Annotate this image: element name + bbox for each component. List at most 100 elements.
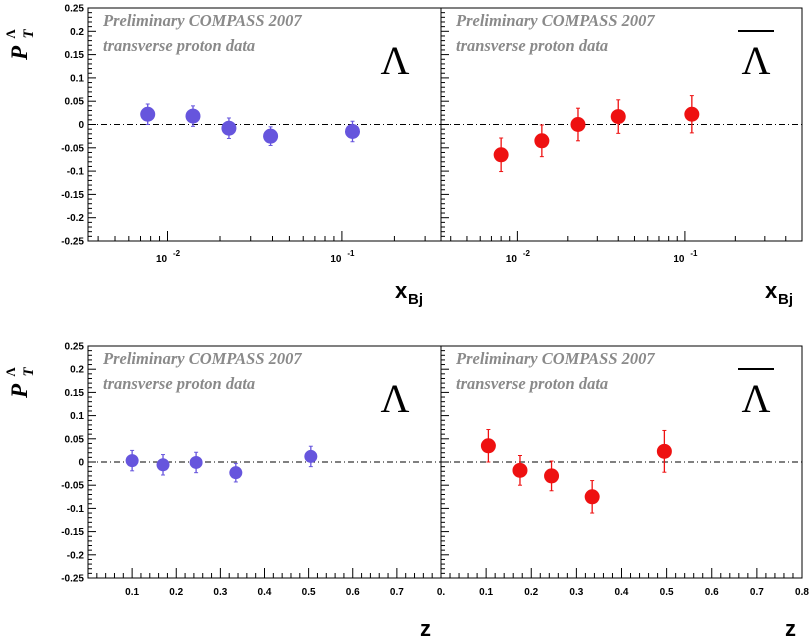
y-axis-label: PΛ T bbox=[3, 367, 37, 399]
x-tick-label-exponent: -1 bbox=[347, 249, 355, 258]
x-tick-label: 0.3 bbox=[213, 587, 227, 598]
y-axis-label-superscript: Λ bbox=[3, 29, 18, 39]
y-tick-label: -0.15 bbox=[61, 527, 84, 538]
y-tick-label: -0.15 bbox=[61, 190, 84, 201]
y-tick-label: 0.15 bbox=[65, 50, 85, 61]
y-axis-label-main: P bbox=[7, 383, 32, 399]
marker bbox=[185, 108, 201, 124]
marker bbox=[304, 449, 318, 463]
x-tick-label: 10 bbox=[330, 254, 342, 265]
x-tick-label-exponent: -2 bbox=[173, 249, 181, 258]
y-tick-label: -0.2 bbox=[67, 550, 85, 561]
data-point bbox=[656, 429, 672, 473]
data-point bbox=[125, 449, 139, 472]
marker bbox=[344, 123, 360, 139]
x-axis-label: x bbox=[765, 278, 778, 303]
y-axis-label-subscript: T bbox=[21, 367, 37, 377]
y-tick-label: 0.25 bbox=[65, 342, 85, 353]
x-tick-label-exponent: -1 bbox=[690, 249, 698, 258]
x-tick-label: 0.4 bbox=[258, 587, 272, 598]
y-tick-label: 0.05 bbox=[65, 434, 85, 445]
y-tick-label: -0.2 bbox=[67, 213, 85, 224]
x-tick-label: 0.2 bbox=[169, 587, 183, 598]
y-axis-label-superscript: Λ bbox=[3, 367, 18, 377]
x-tick-label: 10 bbox=[156, 254, 168, 265]
annotation-line-2: transverse proton data bbox=[456, 36, 608, 55]
marker bbox=[125, 454, 139, 468]
data-point bbox=[263, 126, 279, 146]
x-tick-label: 0.1 bbox=[125, 587, 139, 598]
data-point bbox=[140, 103, 156, 125]
data-point bbox=[221, 117, 237, 139]
panel-bottom-right: 0.1 0.2 0.3 0.4 0.5 0.6 0.7 0.8 Preliminary COMP… bbox=[440, 345, 809, 641]
x-tick-label: 0.7 bbox=[750, 587, 764, 598]
annotation-line-1: Preliminary COMPASS 2007 bbox=[102, 349, 302, 368]
y-tick-label: 0.1 bbox=[70, 73, 84, 84]
marker bbox=[140, 106, 156, 122]
x-tick-label-exponent: -2 bbox=[523, 249, 531, 258]
data-point bbox=[344, 120, 360, 143]
x-tick-label: 0.8 bbox=[795, 587, 809, 598]
marker bbox=[189, 455, 203, 469]
y-tick-label: 0.15 bbox=[65, 388, 85, 399]
annotation-line-1: Preliminary COMPASS 2007 bbox=[455, 11, 655, 30]
data-point bbox=[512, 455, 528, 486]
marker bbox=[229, 466, 243, 480]
marker bbox=[480, 438, 496, 454]
data-point bbox=[684, 95, 700, 134]
x-tick-label: 0.5 bbox=[302, 587, 316, 598]
data-point bbox=[544, 460, 560, 492]
y-tick-label: -0.05 bbox=[61, 143, 84, 154]
x-axis-label-subscript: Bj bbox=[778, 291, 793, 308]
x-tick-label: 0.3 bbox=[569, 587, 583, 598]
marker bbox=[570, 117, 586, 132]
data-point bbox=[304, 445, 318, 468]
data-point bbox=[189, 451, 203, 474]
y-axis-label: PΛ T bbox=[3, 29, 37, 61]
x-tick-label: 0.4 bbox=[615, 587, 629, 598]
x-axis-label: x bbox=[395, 278, 408, 303]
marker bbox=[156, 458, 170, 472]
annotation-line-2: transverse proton data bbox=[456, 374, 608, 393]
marker bbox=[512, 462, 528, 478]
y-tick-label: 0 bbox=[78, 458, 84, 469]
y-tick-label: -0.1 bbox=[67, 504, 85, 515]
y-tick-label: 0.05 bbox=[65, 97, 85, 108]
x-tick-label: 0.1 bbox=[479, 587, 493, 598]
marker bbox=[584, 489, 600, 505]
data-point bbox=[584, 480, 600, 514]
annotation-line-1: Preliminary COMPASS 2007 bbox=[102, 11, 302, 30]
x-axis-label-subscript: Bj bbox=[408, 291, 423, 308]
y-axis-label-subscript: T bbox=[21, 29, 37, 39]
x-tick-label: 0.7 bbox=[390, 587, 404, 598]
marker bbox=[493, 147, 509, 163]
y-tick-label: -0.25 bbox=[61, 574, 84, 585]
x-axis-label: z bbox=[420, 616, 431, 641]
y-tick-label: -0.1 bbox=[67, 167, 85, 178]
x-tick-label: 0.2 bbox=[524, 587, 538, 598]
x-tick-label: 10 bbox=[506, 254, 518, 265]
data-point bbox=[534, 124, 550, 158]
annotation-line-2: transverse proton data bbox=[103, 374, 255, 393]
marker bbox=[656, 443, 672, 459]
x-tick-label: 10 bbox=[673, 254, 685, 265]
x-tick-label: 0.6 bbox=[346, 587, 360, 598]
marker bbox=[534, 133, 550, 149]
particle-symbol: Λ bbox=[380, 38, 409, 83]
y-tick-label: 0.25 bbox=[65, 4, 85, 15]
y-tick-label: -0.05 bbox=[61, 481, 84, 492]
particle-symbol: Λ bbox=[380, 376, 409, 421]
annotation-line-1: Preliminary COMPASS 2007 bbox=[455, 349, 655, 368]
panel-top-right: 10 -2 10 -1 Preliminary COMPASS 2007 transver… bbox=[440, 7, 803, 308]
data-point bbox=[229, 462, 243, 483]
x-axis-label: z bbox=[785, 616, 796, 641]
marker bbox=[684, 106, 700, 122]
x-tick-label: 0. bbox=[437, 587, 446, 598]
data-point bbox=[156, 454, 170, 476]
y-tick-label: 0.2 bbox=[70, 365, 84, 376]
data-point bbox=[570, 107, 586, 142]
x-tick-label: 0.5 bbox=[660, 587, 674, 598]
data-point bbox=[493, 137, 509, 173]
particle-symbol: Λ bbox=[741, 38, 770, 83]
